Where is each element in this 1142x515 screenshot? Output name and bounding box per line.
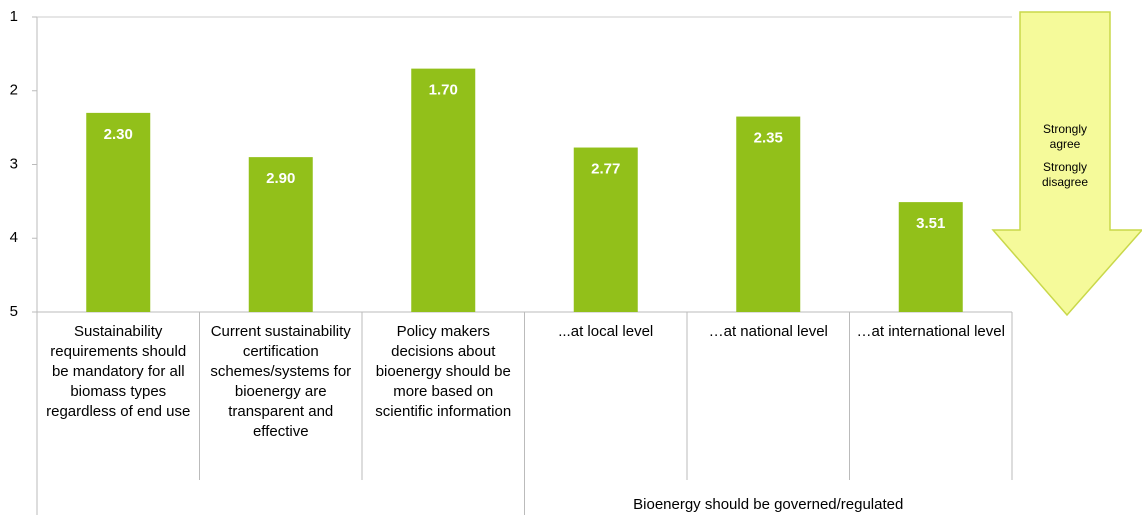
bar — [573, 147, 638, 312]
value-label: 2.30 — [104, 126, 133, 143]
y-tick-label: 3 — [10, 155, 18, 172]
value-label: 2.35 — [754, 130, 783, 147]
y-tick-label: 2 — [10, 82, 18, 99]
bar — [898, 202, 963, 312]
arrow — [991, 11, 1142, 317]
x-tick-label: Sustainability requirements should be ma… — [46, 323, 191, 420]
annotation: Strongly agree — [1042, 122, 1088, 151]
x-tick-label: Current sustainability certification sch… — [210, 323, 352, 440]
bar — [411, 68, 476, 312]
value-label: 3.51 — [916, 215, 945, 232]
bar — [248, 157, 313, 312]
value-label: 1.70 — [429, 82, 458, 99]
value-label: 2.90 — [266, 170, 295, 187]
x-tick-label: …at national level — [708, 323, 828, 340]
group-label: Bioenergy should be governed/regulated — [633, 496, 904, 513]
annotation: Strongly disagree — [1041, 160, 1089, 189]
y-tick-label: 1 — [10, 8, 18, 25]
bar — [736, 116, 801, 312]
y-tick-label: 4 — [10, 229, 18, 246]
x-tick-label: Policy makers decisions about bioenergy … — [375, 323, 512, 420]
x-tick-label: ...at local level — [558, 323, 654, 340]
value-label: 2.77 — [591, 161, 620, 178]
bar — [86, 112, 151, 312]
x-tick-label: …at international level — [856, 323, 1005, 340]
y-tick-label: 5 — [10, 303, 18, 320]
